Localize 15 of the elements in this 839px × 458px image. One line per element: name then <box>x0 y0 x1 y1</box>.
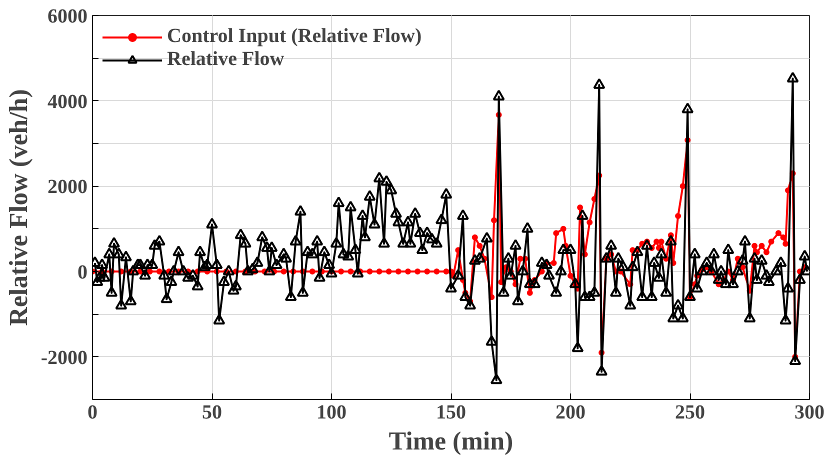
y-tick-label: 2000 <box>48 176 88 198</box>
y-tick-label: 6000 <box>48 6 88 28</box>
x-tick-label: 250 <box>675 402 705 424</box>
y-tick-label: 4000 <box>48 90 88 113</box>
x-tick-label: 50 <box>202 402 222 424</box>
x-tick-label: 150 <box>436 402 466 424</box>
y-axis-title: Relative Flow (veh/h) <box>4 89 33 326</box>
legend-label: Control Input (Relative Flow) <box>167 25 422 48</box>
x-axis-title: Time (min) <box>388 426 514 456</box>
y-tick-label: -2000 <box>40 346 88 369</box>
x-tick-label: 200 <box>556 402 586 424</box>
x-tick-label: 300 <box>794 402 824 424</box>
y-tick-label: 0 <box>78 262 88 284</box>
legend-label: Relative Flow <box>167 48 284 71</box>
x-tick-label: 100 <box>316 402 346 424</box>
